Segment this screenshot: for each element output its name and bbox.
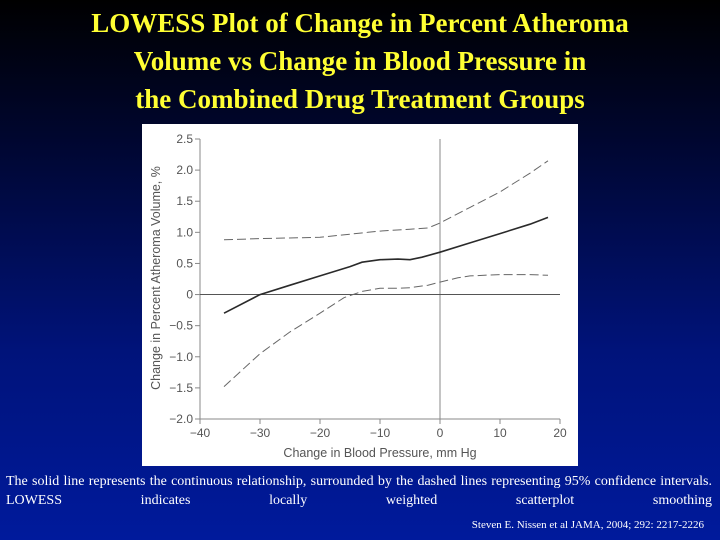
slide-title: LOWESS Plot of Change in Percent Atherom…: [0, 4, 720, 118]
citation-text: Steven E. Nissen et al JAMA, 2004; 292: …: [471, 519, 704, 531]
y-tick-label: 0.5: [176, 256, 193, 270]
y-tick-label: 1.0: [176, 225, 193, 239]
x-tick-label: 0: [437, 426, 444, 440]
y-tick-label: 2.5: [176, 132, 193, 146]
tick-labels: 2.5 2.0 1.5 1.0 0.5 0 −0.5 −1.0 −1.5 −2.0−40 −30 −2…: [169, 132, 567, 440]
lowess-chart: 2.5 2.0 1.5 1.0 0.5 0 −0.5 −1.0 −1.5 −2.0−40 −30 −2…: [149, 132, 567, 460]
y-tick-label: −2.0: [169, 412, 193, 426]
x-tick-label: 10: [493, 426, 507, 440]
lower-ci-line: [223, 274, 549, 387]
y-tick-label: 1.5: [176, 194, 193, 208]
y-tick-label: 2.0: [176, 163, 193, 177]
title-line: LOWESS Plot of Change in Percent Atherom…: [91, 8, 629, 38]
x-tick-label: 20: [553, 426, 567, 440]
x-tick-label: −20: [310, 426, 331, 440]
y-tick-label: −1.5: [169, 381, 193, 395]
series-group: [223, 160, 549, 387]
caption-text: The solid line represents the continuous…: [6, 474, 712, 508]
title-line: Volume vs Change in Blood Pressure in: [133, 46, 587, 76]
x-axis-title: Change in Blood Pressure, mm Hg: [283, 446, 476, 460]
x-tick-label: −10: [370, 426, 391, 440]
x-tick-label: −30: [250, 426, 271, 440]
y-tick-label: −0.5: [169, 319, 193, 333]
chart-panel: 2.5 2.0 1.5 1.0 0.5 0 −0.5 −1.0 −1.5 −2.0 −40 −30 −2…: [142, 124, 578, 466]
y-tick-label: 0: [186, 288, 193, 302]
axes: [195, 138, 561, 424]
lowess-line: [223, 216, 549, 314]
y-tick-label: −1.0: [169, 350, 193, 364]
title-line: the Combined Drug Treatment Groups: [135, 84, 585, 114]
y-axis-title: Change in Percent Atheroma Volume, %: [149, 166, 163, 390]
upper-ci-line: [223, 160, 549, 241]
x-tick-label: −40: [190, 426, 211, 440]
